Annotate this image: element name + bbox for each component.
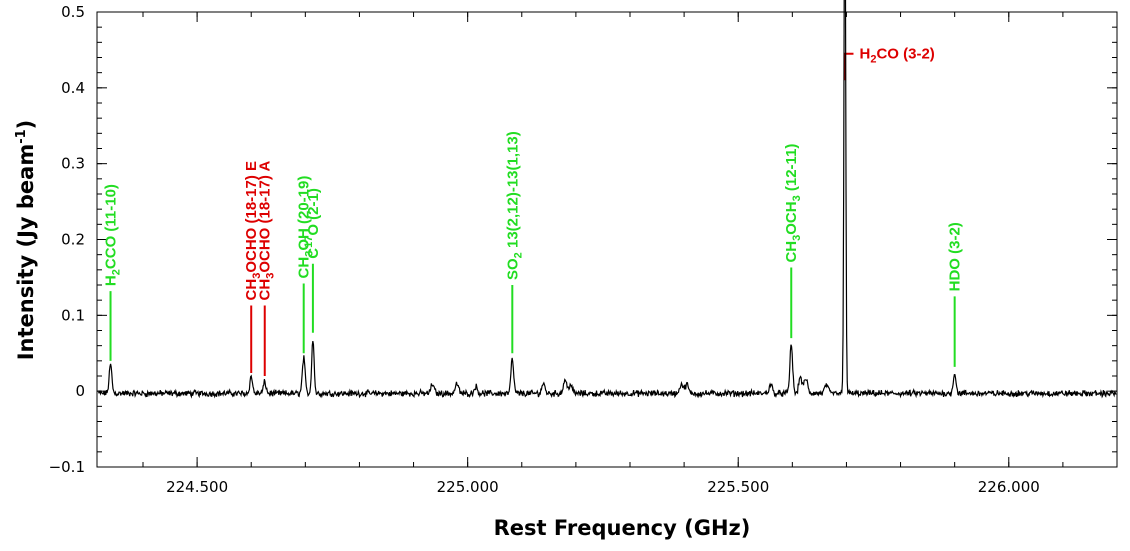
label-subscript: 3 (251, 273, 263, 279)
label-subscript: 3 (791, 195, 803, 201)
annotation-label: CH3OCHO (18-17) A (257, 161, 277, 301)
y-tick-label: 0.4 (61, 79, 85, 97)
label-text: CH (296, 257, 313, 279)
y-tick-label: 0 (75, 382, 85, 400)
label-text: H (103, 275, 120, 286)
label-text: (12-11) (783, 144, 800, 196)
annotation-label: CH3OCH3 (12-11) (783, 144, 803, 263)
label-text: OCHO (18-17) A (257, 161, 274, 273)
label-text: CH (257, 279, 274, 301)
y-tick-label: 0.2 (61, 231, 85, 249)
label-superscript: 17 (303, 236, 315, 248)
label-subscript: 3 (304, 251, 316, 257)
annotation-label: H2CCO (11-10) (103, 184, 123, 286)
label-text: SO (504, 258, 521, 280)
label-text: H (859, 46, 870, 63)
label-text: CCO (11-10) (103, 184, 120, 269)
label-subscript: 3 (791, 235, 803, 241)
y-tick-label: 0.5 (61, 3, 85, 21)
label-subscript: 3 (265, 273, 277, 279)
label-text: HDO (3-2) (947, 222, 964, 291)
label-text: OCH (783, 201, 800, 234)
y-tick-label: 0.1 (61, 306, 85, 324)
y-tick-label: 0.3 (61, 155, 85, 173)
h2co-label: H2CO (3-2) (859, 46, 934, 66)
label-text: CH (783, 241, 800, 263)
annotation-label: C17O (2-1) (303, 188, 322, 259)
axis-ticks (97, 11, 1118, 468)
label-text: OH (20-19) (296, 176, 313, 251)
label-subscript: 2 (512, 252, 524, 258)
annotation-label: CH3OCHO (18-17) E (243, 161, 263, 301)
label-subscript: 2 (870, 54, 876, 66)
annotation-label: CH3OH (20-19) (296, 176, 316, 279)
annotation-label: HDO (3-2) (947, 222, 964, 291)
y-axis-title: Intensity (Jy beam-1) (14, 120, 38, 361)
y-tick-label: −0.1 (49, 458, 85, 476)
x-tick-label: 224.500 (166, 478, 228, 496)
label-text: 13(2,12)-13(1,13) (504, 131, 521, 252)
label-text: OCHO (18-17) E (243, 161, 260, 273)
x-tick-label: 226.000 (978, 478, 1040, 496)
annotation-label: SO2 13(2,12)-13(1,13) (504, 131, 524, 280)
x-tick-label: 225.500 (707, 478, 769, 496)
x-axis-title: Rest Frequency (GHz) (494, 516, 751, 540)
axis-tick-labels: 224.500 225.000 225.500 226.000 −0.1 0 0.1 0.2 0… (49, 3, 1040, 496)
spectrum-line (98, 0, 1117, 399)
label-text: C (305, 248, 322, 259)
label-text: CH (243, 279, 260, 301)
x-tick-label: 225.000 (437, 478, 499, 496)
label-subscript: 2 (111, 269, 123, 275)
label-text: O (2-1) (305, 188, 322, 236)
label-text: CO (3-2) (876, 46, 934, 63)
h2co-marker (844, 52, 854, 81)
